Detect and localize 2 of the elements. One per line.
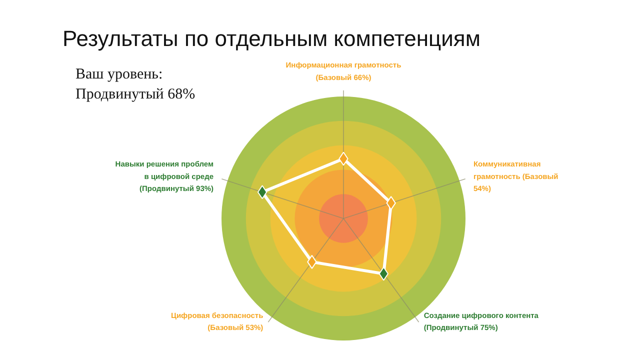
chart-title: Результаты по отдельным компетенциям [62,26,480,51]
text: Ваш уровень: Продвинутый 68% [76,66,196,102]
